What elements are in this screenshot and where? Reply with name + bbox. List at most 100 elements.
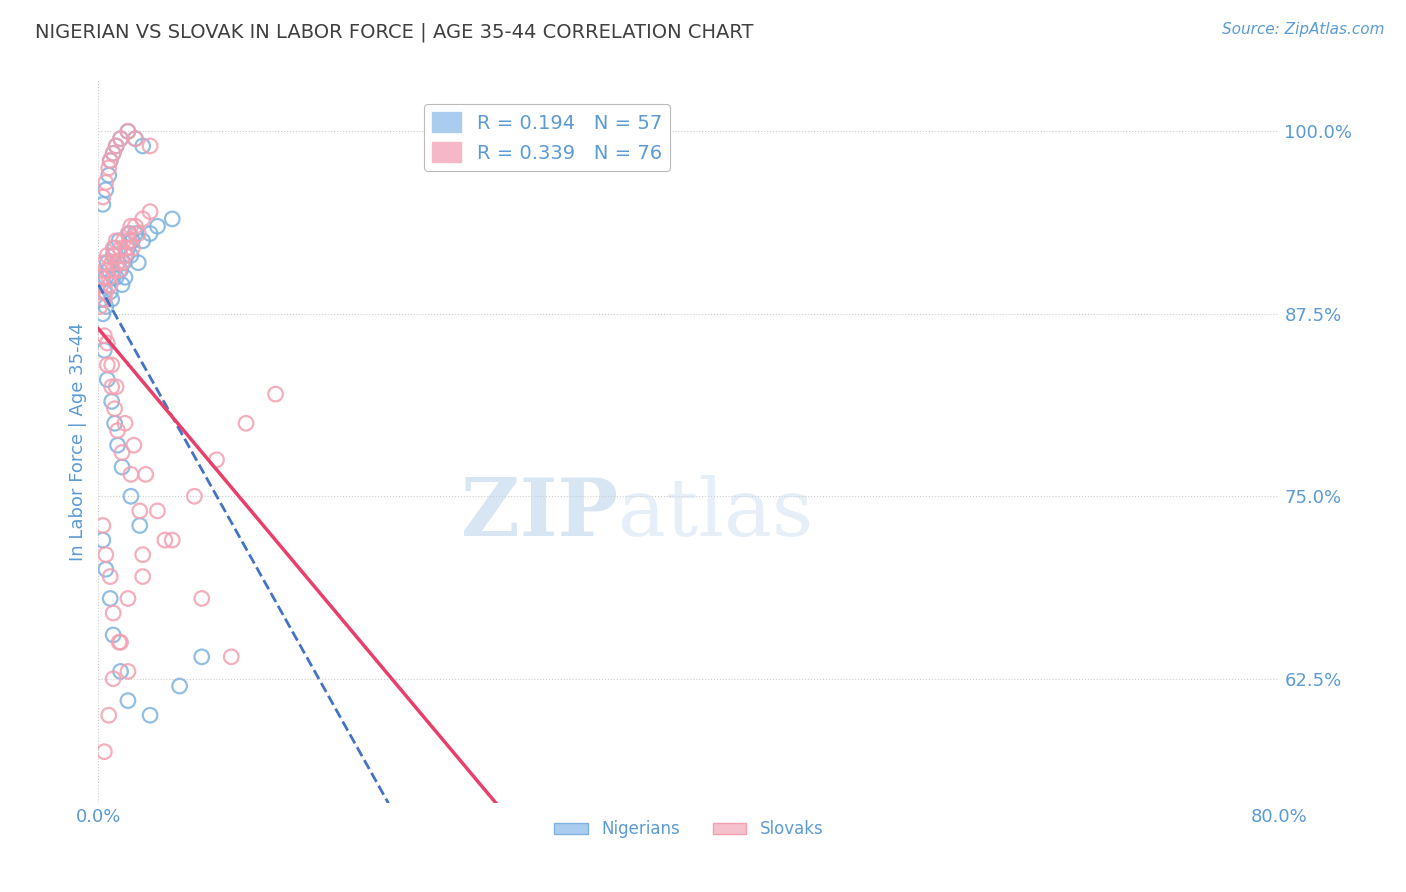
Point bbox=[93, 256, 115, 270]
Point bbox=[139, 204, 162, 219]
Point bbox=[103, 248, 125, 262]
Point bbox=[124, 131, 146, 145]
Point bbox=[96, 256, 118, 270]
Point bbox=[97, 270, 120, 285]
Text: ZIP: ZIP bbox=[461, 475, 619, 553]
Point bbox=[93, 285, 115, 299]
Point bbox=[107, 256, 129, 270]
Point bbox=[118, 234, 141, 248]
Point bbox=[110, 131, 132, 145]
Point bbox=[146, 219, 169, 234]
Point bbox=[96, 336, 118, 351]
Point bbox=[135, 467, 157, 482]
Point bbox=[94, 263, 117, 277]
Point bbox=[205, 452, 228, 467]
Point bbox=[93, 328, 115, 343]
Point bbox=[110, 131, 132, 145]
Point bbox=[94, 270, 117, 285]
Point bbox=[103, 241, 125, 255]
Point bbox=[115, 241, 138, 255]
Point bbox=[103, 628, 125, 642]
Point bbox=[97, 168, 120, 182]
Point bbox=[93, 745, 115, 759]
Point bbox=[128, 504, 150, 518]
Point bbox=[132, 569, 155, 583]
Point bbox=[117, 227, 139, 241]
Point bbox=[120, 219, 142, 234]
Point bbox=[90, 277, 112, 292]
Point bbox=[112, 234, 135, 248]
Point bbox=[146, 504, 169, 518]
Point bbox=[264, 387, 287, 401]
Point bbox=[139, 139, 162, 153]
Point bbox=[104, 241, 127, 255]
Point bbox=[91, 190, 114, 204]
Point bbox=[91, 197, 114, 211]
Point bbox=[100, 380, 122, 394]
Point bbox=[124, 131, 146, 145]
Point bbox=[91, 270, 114, 285]
Point bbox=[169, 679, 191, 693]
Point bbox=[162, 211, 183, 226]
Point bbox=[103, 146, 125, 161]
Point bbox=[103, 263, 125, 277]
Point bbox=[128, 518, 150, 533]
Point bbox=[98, 277, 121, 292]
Point bbox=[153, 533, 176, 547]
Point bbox=[117, 591, 139, 606]
Point bbox=[139, 227, 162, 241]
Point bbox=[118, 227, 141, 241]
Point bbox=[98, 569, 121, 583]
Text: atlas: atlas bbox=[619, 475, 813, 553]
Point bbox=[100, 292, 122, 306]
Point bbox=[104, 248, 127, 262]
Point bbox=[117, 693, 139, 707]
Point bbox=[98, 153, 121, 168]
Point bbox=[191, 649, 214, 664]
Point bbox=[221, 649, 243, 664]
Point bbox=[108, 635, 131, 649]
Point bbox=[96, 358, 118, 372]
Point bbox=[103, 270, 125, 285]
Y-axis label: In Labor Force | Age 35-44: In Labor Force | Age 35-44 bbox=[69, 322, 87, 561]
Point bbox=[162, 533, 183, 547]
Point bbox=[94, 176, 117, 190]
Point bbox=[191, 591, 214, 606]
Legend: Nigerians, Slovaks: Nigerians, Slovaks bbox=[548, 814, 830, 845]
Point bbox=[89, 300, 111, 314]
Point bbox=[91, 518, 114, 533]
Point bbox=[97, 263, 120, 277]
Point bbox=[111, 277, 134, 292]
Point bbox=[115, 248, 138, 262]
Point bbox=[124, 227, 146, 241]
Point bbox=[94, 548, 117, 562]
Point bbox=[104, 401, 127, 416]
Point bbox=[100, 394, 122, 409]
Point bbox=[105, 270, 128, 285]
Point bbox=[94, 300, 117, 314]
Point bbox=[94, 562, 117, 576]
Point bbox=[117, 124, 139, 138]
Point bbox=[94, 285, 117, 299]
Point bbox=[93, 292, 115, 306]
Point bbox=[117, 665, 139, 679]
Point bbox=[110, 263, 132, 277]
Point bbox=[103, 672, 125, 686]
Point bbox=[110, 241, 132, 255]
Text: Source: ZipAtlas.com: Source: ZipAtlas.com bbox=[1222, 22, 1385, 37]
Point bbox=[111, 256, 134, 270]
Point bbox=[132, 139, 155, 153]
Point bbox=[97, 708, 120, 723]
Point bbox=[117, 241, 139, 255]
Point bbox=[120, 467, 142, 482]
Point bbox=[108, 263, 131, 277]
Point bbox=[139, 708, 162, 723]
Point bbox=[107, 424, 129, 438]
Point bbox=[104, 417, 127, 431]
Point bbox=[120, 489, 142, 503]
Point bbox=[96, 372, 118, 386]
Point bbox=[235, 417, 257, 431]
Point bbox=[105, 380, 128, 394]
Point bbox=[94, 183, 117, 197]
Point bbox=[103, 606, 125, 620]
